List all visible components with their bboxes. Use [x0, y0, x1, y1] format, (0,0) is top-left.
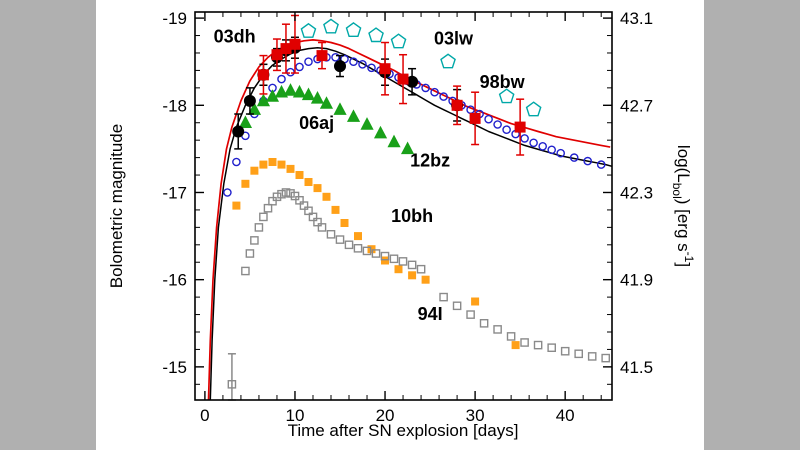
x-tick-label: 0	[200, 406, 209, 425]
series-label-03dh: 03dh	[214, 27, 256, 47]
x-tick-label: 30	[466, 406, 485, 425]
series-06aj	[238, 83, 415, 155]
y-tick-label-right: 43.1	[620, 9, 653, 28]
series-label-98bw: 98bw	[480, 72, 526, 92]
series-label-06aj: 06aj	[299, 113, 334, 133]
series-label-94I: 94I	[418, 304, 443, 324]
y-tick-label-left: -17	[162, 183, 187, 202]
x-axis-title: Time after SN explosion [days]	[288, 421, 519, 440]
y-tick-label-left: -18	[162, 96, 187, 115]
series-label-12bz: 12bz	[410, 150, 450, 170]
series-94I	[227, 188, 610, 401]
y-tick-label-right: 42.3	[620, 183, 653, 202]
y-axis-title-left: Bolometric magnitude	[107, 124, 126, 288]
series-03dh	[257, 14, 526, 156]
x-tick-label: 20	[376, 406, 395, 425]
series-03lw	[300, 18, 542, 117]
y-tick-label-left: -15	[162, 358, 187, 377]
x-tick-label: 10	[286, 406, 305, 425]
x-tick-label: 40	[556, 406, 575, 425]
y-axis-title-right: log(Lbol) [erg s-1]	[670, 145, 696, 267]
y-tick-label-left: -16	[162, 271, 187, 290]
y-tick-label-left: -19	[162, 9, 187, 28]
series-label-10bh: 10bh	[391, 206, 433, 226]
series-10bh	[232, 158, 520, 350]
series-label-03lw: 03lw	[434, 28, 474, 48]
y-tick-label-right: 41.5	[620, 358, 653, 377]
y-tick-label-right: 42.7	[620, 96, 653, 115]
axes-frame: 0 10 20 30 40 -19 43.1 -18 42.7 -17 42.3 -16 41.9 -15…	[107, 9, 696, 440]
y-tick-label-right: 41.9	[620, 271, 653, 290]
curve-model-red	[207, 39, 611, 401]
